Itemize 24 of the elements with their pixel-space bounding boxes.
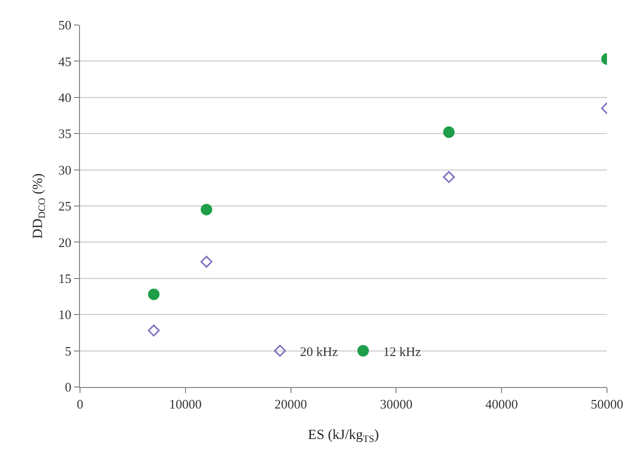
y-tick-label: 25 bbox=[58, 198, 72, 214]
y-tick-label: 50 bbox=[58, 18, 72, 33]
legend-label: 12 kHz bbox=[383, 344, 422, 359]
x-tick-label: 10000 bbox=[169, 396, 202, 412]
x-tick-label: 50000 bbox=[590, 396, 624, 412]
y-tick-label: 40 bbox=[58, 90, 72, 105]
point bbox=[148, 288, 160, 300]
point bbox=[200, 204, 212, 216]
point bbox=[200, 256, 212, 268]
y-tick-label: 35 bbox=[58, 126, 72, 142]
y-tick-label: 15 bbox=[58, 270, 72, 286]
y-tick-label: 30 bbox=[58, 162, 72, 178]
x-axis-title: ES (kJ/kg$_{TS}$) bbox=[308, 428, 380, 445]
y-tick-label: 10 bbox=[58, 307, 72, 322]
y-tick-label: 5 bbox=[64, 343, 72, 358]
x-tick-label: 0 bbox=[76, 396, 84, 412]
x-tick-label: 20000 bbox=[274, 396, 308, 412]
x-tick-label: 40000 bbox=[485, 396, 518, 412]
y-tick-label: 20 bbox=[58, 234, 72, 250]
x-tick-label: 30000 bbox=[380, 396, 412, 412]
y-tick-label: 0 bbox=[64, 380, 72, 395]
point bbox=[148, 324, 160, 336]
legend-label: 20 kHz bbox=[300, 344, 338, 359]
y-tick-label: 45 bbox=[58, 54, 72, 69]
